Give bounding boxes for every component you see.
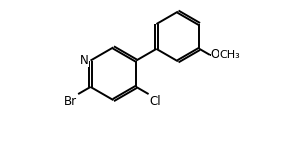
Text: Br: Br <box>64 95 77 108</box>
Text: O: O <box>211 48 220 61</box>
Text: CH₃: CH₃ <box>219 50 240 60</box>
Text: N: N <box>80 54 89 67</box>
Text: Cl: Cl <box>149 95 161 108</box>
